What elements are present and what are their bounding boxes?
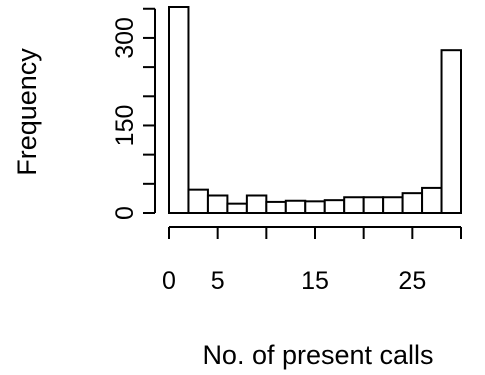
y-tick-label: 300 bbox=[111, 17, 139, 59]
histogram-bars bbox=[168, 6, 462, 215]
x-tick-label: 25 bbox=[398, 267, 426, 295]
x-axis-label: No. of present calls bbox=[202, 340, 433, 370]
histogram-bar bbox=[401, 192, 424, 215]
histogram-bar bbox=[323, 199, 346, 214]
histogram-bar bbox=[226, 202, 248, 214]
y-axis: 0 150 300 bbox=[111, 7, 156, 220]
y-tick-label: 150 bbox=[111, 105, 139, 147]
histogram-bar bbox=[382, 196, 404, 214]
x-tick-label: 5 bbox=[211, 267, 225, 295]
y-tick-label: 0 bbox=[111, 206, 139, 220]
histogram-bar bbox=[362, 196, 385, 214]
histogram-bar bbox=[265, 200, 287, 215]
histogram-bar bbox=[284, 199, 307, 214]
histogram-bar bbox=[304, 200, 326, 215]
histogram-bar bbox=[343, 196, 365, 214]
histogram-bar bbox=[421, 186, 443, 214]
x-tick-label: 0 bbox=[162, 267, 176, 295]
x-axis: 0 5 15 25 bbox=[162, 226, 462, 295]
histogram-bar bbox=[187, 188, 209, 215]
histogram-bar bbox=[168, 6, 190, 214]
y-axis-label: Frequency bbox=[12, 48, 42, 176]
histogram-bar bbox=[206, 194, 229, 215]
histogram-bar bbox=[440, 49, 462, 214]
x-tick-label: 15 bbox=[301, 267, 329, 295]
histogram-bar bbox=[245, 194, 268, 215]
